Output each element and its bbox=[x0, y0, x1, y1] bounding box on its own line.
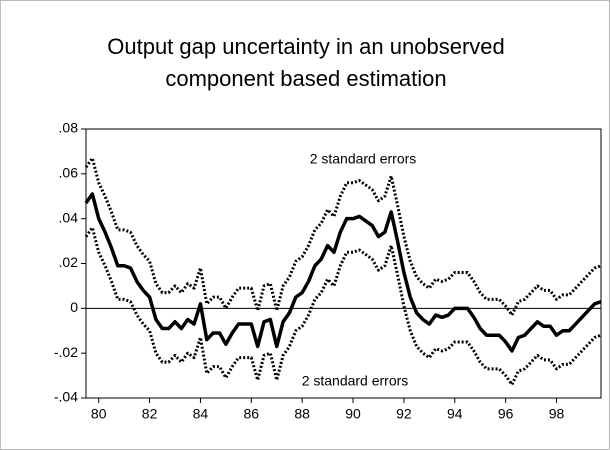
x-tick-label: 80 bbox=[91, 406, 107, 422]
x-tick-label: 94 bbox=[447, 406, 463, 422]
y-tick-label: .08 bbox=[59, 120, 79, 136]
annotation: 2 standard errors bbox=[310, 151, 417, 167]
y-tick-label: -.02 bbox=[54, 344, 78, 360]
annotation: 2 standard errors bbox=[302, 373, 409, 389]
x-tick-label: 82 bbox=[142, 406, 158, 422]
band-line bbox=[84, 156, 602, 317]
x-tick-label: 92 bbox=[396, 406, 412, 422]
y-tick-label: .02 bbox=[59, 254, 79, 270]
x-tick-label: 98 bbox=[549, 406, 565, 422]
y-tick-label: 0 bbox=[70, 299, 78, 315]
chart-title: Output gap uncertainty in an unobserved bbox=[107, 34, 505, 59]
band-line bbox=[84, 226, 602, 387]
y-tick-label: .04 bbox=[59, 209, 79, 225]
y-tick-label: .06 bbox=[59, 165, 79, 181]
x-tick-label: 86 bbox=[244, 406, 260, 422]
x-tick-label: 88 bbox=[294, 406, 310, 422]
chart-title: component based estimation bbox=[165, 66, 446, 91]
estimate-line bbox=[84, 192, 602, 353]
x-tick-label: 84 bbox=[193, 406, 209, 422]
x-tick-label: 96 bbox=[498, 406, 514, 422]
x-tick-label: 90 bbox=[345, 406, 361, 422]
y-tick-label: -.04 bbox=[54, 389, 78, 405]
